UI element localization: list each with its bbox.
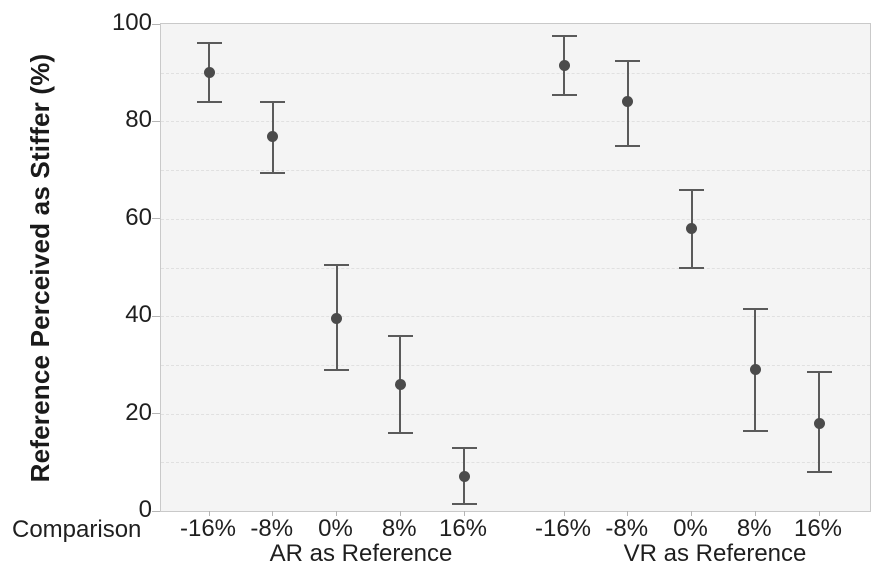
error-bar-cap-bottom xyxy=(551,93,577,96)
error-bar-cap-bottom xyxy=(387,432,413,435)
error-bar-cap-top xyxy=(387,334,413,337)
x-axis-tick xyxy=(336,511,337,516)
y-axis-tick xyxy=(152,23,160,25)
error-bar-cap-bottom xyxy=(324,368,349,371)
gridline xyxy=(161,413,870,415)
y-axis-tick-label: 80 xyxy=(125,106,152,134)
gridline xyxy=(161,170,870,172)
x-axis-tick xyxy=(818,511,820,516)
error-bar-cap-bottom xyxy=(196,100,222,103)
x-axis-prefix-label: Comparison xyxy=(12,516,142,543)
y-axis-tick-label: 20 xyxy=(125,398,152,426)
x-axis-tick xyxy=(463,511,465,516)
mean-dot xyxy=(813,417,825,429)
x-axis-tick xyxy=(754,511,756,516)
x-axis-tick-label: -16% xyxy=(534,515,592,542)
y-axis-title: Reference Perceived as Stiffer (%) xyxy=(25,53,55,483)
x-axis-tick xyxy=(691,511,692,516)
y-axis-tick-label: 60 xyxy=(125,203,152,231)
error-bar-cap-top xyxy=(196,42,222,45)
gridline xyxy=(161,364,870,366)
mean-dot xyxy=(458,471,470,483)
x-axis-tick-label: -8% xyxy=(605,515,649,542)
y-axis-tick xyxy=(152,218,160,220)
x-axis-tick-label: 0% xyxy=(673,515,708,542)
group-label-ar: AR as Reference xyxy=(269,540,453,567)
x-axis-tick-label: -8% xyxy=(250,515,294,542)
y-axis-tick-label: 100 xyxy=(111,9,152,36)
gridline xyxy=(161,121,870,123)
error-bar-cap-top xyxy=(451,446,477,449)
error-bar-cap-bottom xyxy=(260,171,286,174)
y-axis-tick xyxy=(152,315,160,317)
error-bar-cap-bottom xyxy=(742,429,768,432)
error-bar-cap-bottom xyxy=(679,266,704,269)
mean-dot xyxy=(622,96,634,108)
x-axis-tick-label: 16% xyxy=(793,515,843,542)
error-bar-cap-top xyxy=(679,188,704,191)
x-axis-tick-label: -16% xyxy=(179,515,237,542)
group-label-vr: VR as Reference xyxy=(623,540,807,567)
x-axis-tick-label: 16% xyxy=(438,515,488,542)
error-bar-cap-top xyxy=(551,35,577,38)
y-axis-tick-label: 40 xyxy=(125,301,152,329)
mean-dot xyxy=(203,67,215,79)
error-bar-cap-top xyxy=(260,100,286,103)
x-axis-tick-label: 8% xyxy=(736,515,772,542)
x-axis-tick xyxy=(563,511,565,516)
x-axis-tick xyxy=(272,511,274,516)
x-axis-tick xyxy=(208,511,210,516)
y-axis-tick xyxy=(152,413,160,415)
error-bar-cap-bottom xyxy=(615,144,641,147)
mean-dot xyxy=(394,378,406,390)
error-bar-cap-bottom xyxy=(806,471,832,474)
y-axis-tick xyxy=(152,510,160,512)
mean-dot xyxy=(749,364,761,376)
x-axis-tick-label: 0% xyxy=(318,515,353,542)
gridline xyxy=(161,267,870,269)
x-axis-tick xyxy=(399,511,401,516)
gridline xyxy=(161,218,870,220)
x-axis-tick-label: 8% xyxy=(381,515,417,542)
x-axis-tick xyxy=(627,511,629,516)
gridline xyxy=(161,462,870,464)
mean-dot xyxy=(331,313,342,325)
error-bar-cap-bottom xyxy=(451,502,477,505)
mean-dot xyxy=(686,223,697,235)
error-bar-cap-top xyxy=(742,307,768,310)
gridline xyxy=(161,72,870,74)
y-axis-tick xyxy=(152,120,160,122)
error-bar-cap-top xyxy=(615,59,641,62)
mean-dot xyxy=(267,130,279,142)
mean-dot xyxy=(558,59,570,71)
error-bar-cap-top xyxy=(806,371,832,374)
error-bar-cap-top xyxy=(324,264,349,267)
y-axis-tick-label: 0 xyxy=(138,496,152,523)
plot-area xyxy=(152,23,871,516)
gridline xyxy=(161,316,870,318)
